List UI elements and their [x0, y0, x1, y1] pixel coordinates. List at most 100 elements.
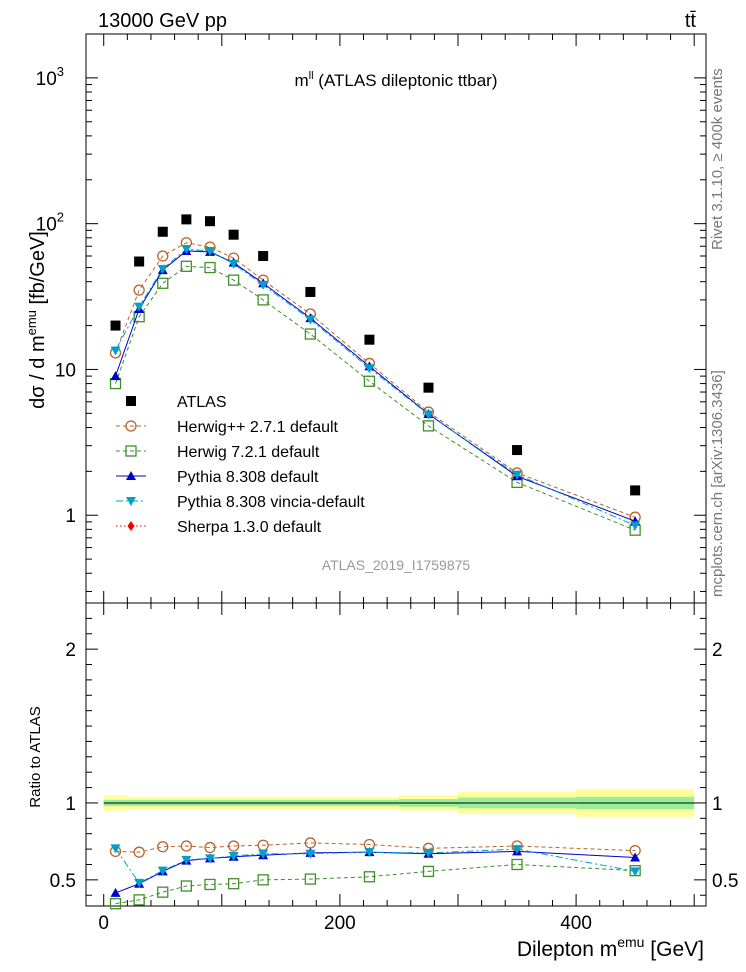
- ratio-series-2: [110, 846, 641, 897]
- data-point: [305, 849, 316, 859]
- data-point: [157, 866, 168, 876]
- main-ylabel: dσ / d memu [fb/GeV]: [24, 231, 49, 409]
- series-line: [115, 248, 636, 526]
- data-point: [134, 302, 145, 312]
- series-line: [115, 242, 636, 518]
- data-point: [205, 246, 215, 256]
- data-point: [134, 878, 145, 888]
- data-point: [181, 214, 192, 225]
- legend-label: Herwig 7.2.1 default: [177, 444, 320, 461]
- data-point: [157, 841, 169, 853]
- y-tick-label-base: 10: [36, 69, 57, 90]
- ratio-bands: [103, 789, 695, 817]
- y-tick-label: 102: [36, 210, 64, 236]
- main-ticks: [86, 33, 706, 603]
- legend-label: Pythia 8.308 default: [177, 469, 319, 486]
- y-tick-label-exponent: 3: [57, 64, 64, 79]
- data-point: [511, 858, 523, 871]
- data-point: [127, 521, 135, 531]
- ratio-ytick-label-right: 1: [712, 794, 723, 815]
- data-point: [180, 880, 193, 892]
- data-point: [305, 315, 316, 325]
- ratio-tick-labels: 0.5 0.5 1 1 2 2 0 200 400: [50, 640, 739, 934]
- data-point: [364, 334, 375, 345]
- data-point: [257, 294, 269, 306]
- data-point: [630, 485, 641, 496]
- data-point: [364, 848, 375, 858]
- main-frame: [85, 33, 707, 604]
- ratio-series-0: [109, 837, 641, 858]
- data-point: [422, 865, 435, 878]
- energy-label: 13000 GeV pp: [98, 10, 227, 32]
- x-axis-label: Dilepton memu [GeV]: [517, 934, 704, 961]
- data-point: [228, 259, 239, 269]
- ratio-line: [115, 848, 636, 884]
- data-point: [512, 470, 523, 480]
- watermark: ATLAS_2019_I1759875: [322, 557, 471, 573]
- data-point: [423, 848, 434, 858]
- data-point: [512, 845, 523, 855]
- data-point: [126, 396, 136, 406]
- data-point: [110, 844, 121, 854]
- data-point: [227, 878, 240, 890]
- data-point: [109, 898, 122, 910]
- data-point: [125, 445, 137, 457]
- legend: ATLAS Herwig++ 2.7.1 default Herwig 7.2.1 …: [116, 394, 365, 536]
- ratio-ytick-label-right: 0.5: [712, 871, 738, 892]
- data-point: [180, 260, 193, 272]
- data-point: [630, 852, 641, 862]
- data-point: [422, 420, 435, 432]
- data-point: [126, 471, 136, 480]
- ratio-panel: 0.5 0.5 1 1 2 2 0 200 400 Ratio to ATLAS Dilepto…: [27, 602, 739, 961]
- ratio-series: [109, 837, 641, 910]
- data-point: [157, 886, 169, 898]
- data-point: [423, 382, 434, 393]
- legend-label: ATLAS: [177, 394, 227, 411]
- data-point: [204, 841, 216, 854]
- y-tick-label-base: 1: [65, 506, 76, 527]
- data-point: [227, 840, 240, 852]
- data-point: [110, 346, 121, 356]
- ratio-frame: [85, 602, 707, 907]
- x-tick-label: 400: [560, 913, 592, 934]
- data-point: [205, 216, 215, 227]
- data-point: [204, 878, 216, 891]
- data-point: [110, 887, 121, 897]
- y-tick-label: 103: [36, 64, 64, 90]
- data-point: [228, 852, 239, 862]
- data-point: [126, 497, 136, 506]
- data-point: [227, 274, 240, 286]
- data-point: [304, 873, 317, 885]
- legend-label: Pythia 8.308 vincia-default: [177, 494, 365, 511]
- data-point: [305, 286, 316, 297]
- x-tick-label: 200: [324, 913, 356, 934]
- x-tick-label: 0: [98, 913, 109, 934]
- y-tick-label: 10: [55, 360, 76, 381]
- process-label: tt̄: [685, 10, 697, 32]
- ratio-ytick-label-right: 2: [712, 640, 723, 661]
- ratio-series-3: [110, 844, 641, 888]
- ratio-ylabel: Ratio to ATLAS: [27, 706, 44, 807]
- data-point: [630, 867, 641, 877]
- data-point: [363, 871, 376, 883]
- data-point: [134, 256, 145, 267]
- legend-label: Sherpa 1.3.0 default: [177, 519, 322, 536]
- data-point: [157, 264, 168, 274]
- data-point: [125, 420, 137, 432]
- data-point: [630, 521, 641, 531]
- y-tick-label-base: 10: [36, 215, 57, 236]
- data-point: [133, 846, 145, 858]
- data-point: [157, 226, 168, 237]
- data-point: [204, 261, 216, 274]
- source-label: mcplots.cern.ch [arXiv:1306.3436]: [709, 370, 726, 597]
- plot-title: mll (ATLAS dileptonic ttbar): [295, 70, 498, 90]
- ratio-series-1: [109, 858, 641, 910]
- ratio-line: [115, 850, 636, 894]
- series-4: [110, 245, 641, 531]
- legend-label: Herwig++ 2.7.1 default: [177, 419, 339, 436]
- rivet-label: Rivet 3.1.10, ≥ 400k events: [709, 68, 726, 250]
- ratio-line: [115, 863, 636, 905]
- ratio-ytick-label-left: 2: [65, 640, 76, 661]
